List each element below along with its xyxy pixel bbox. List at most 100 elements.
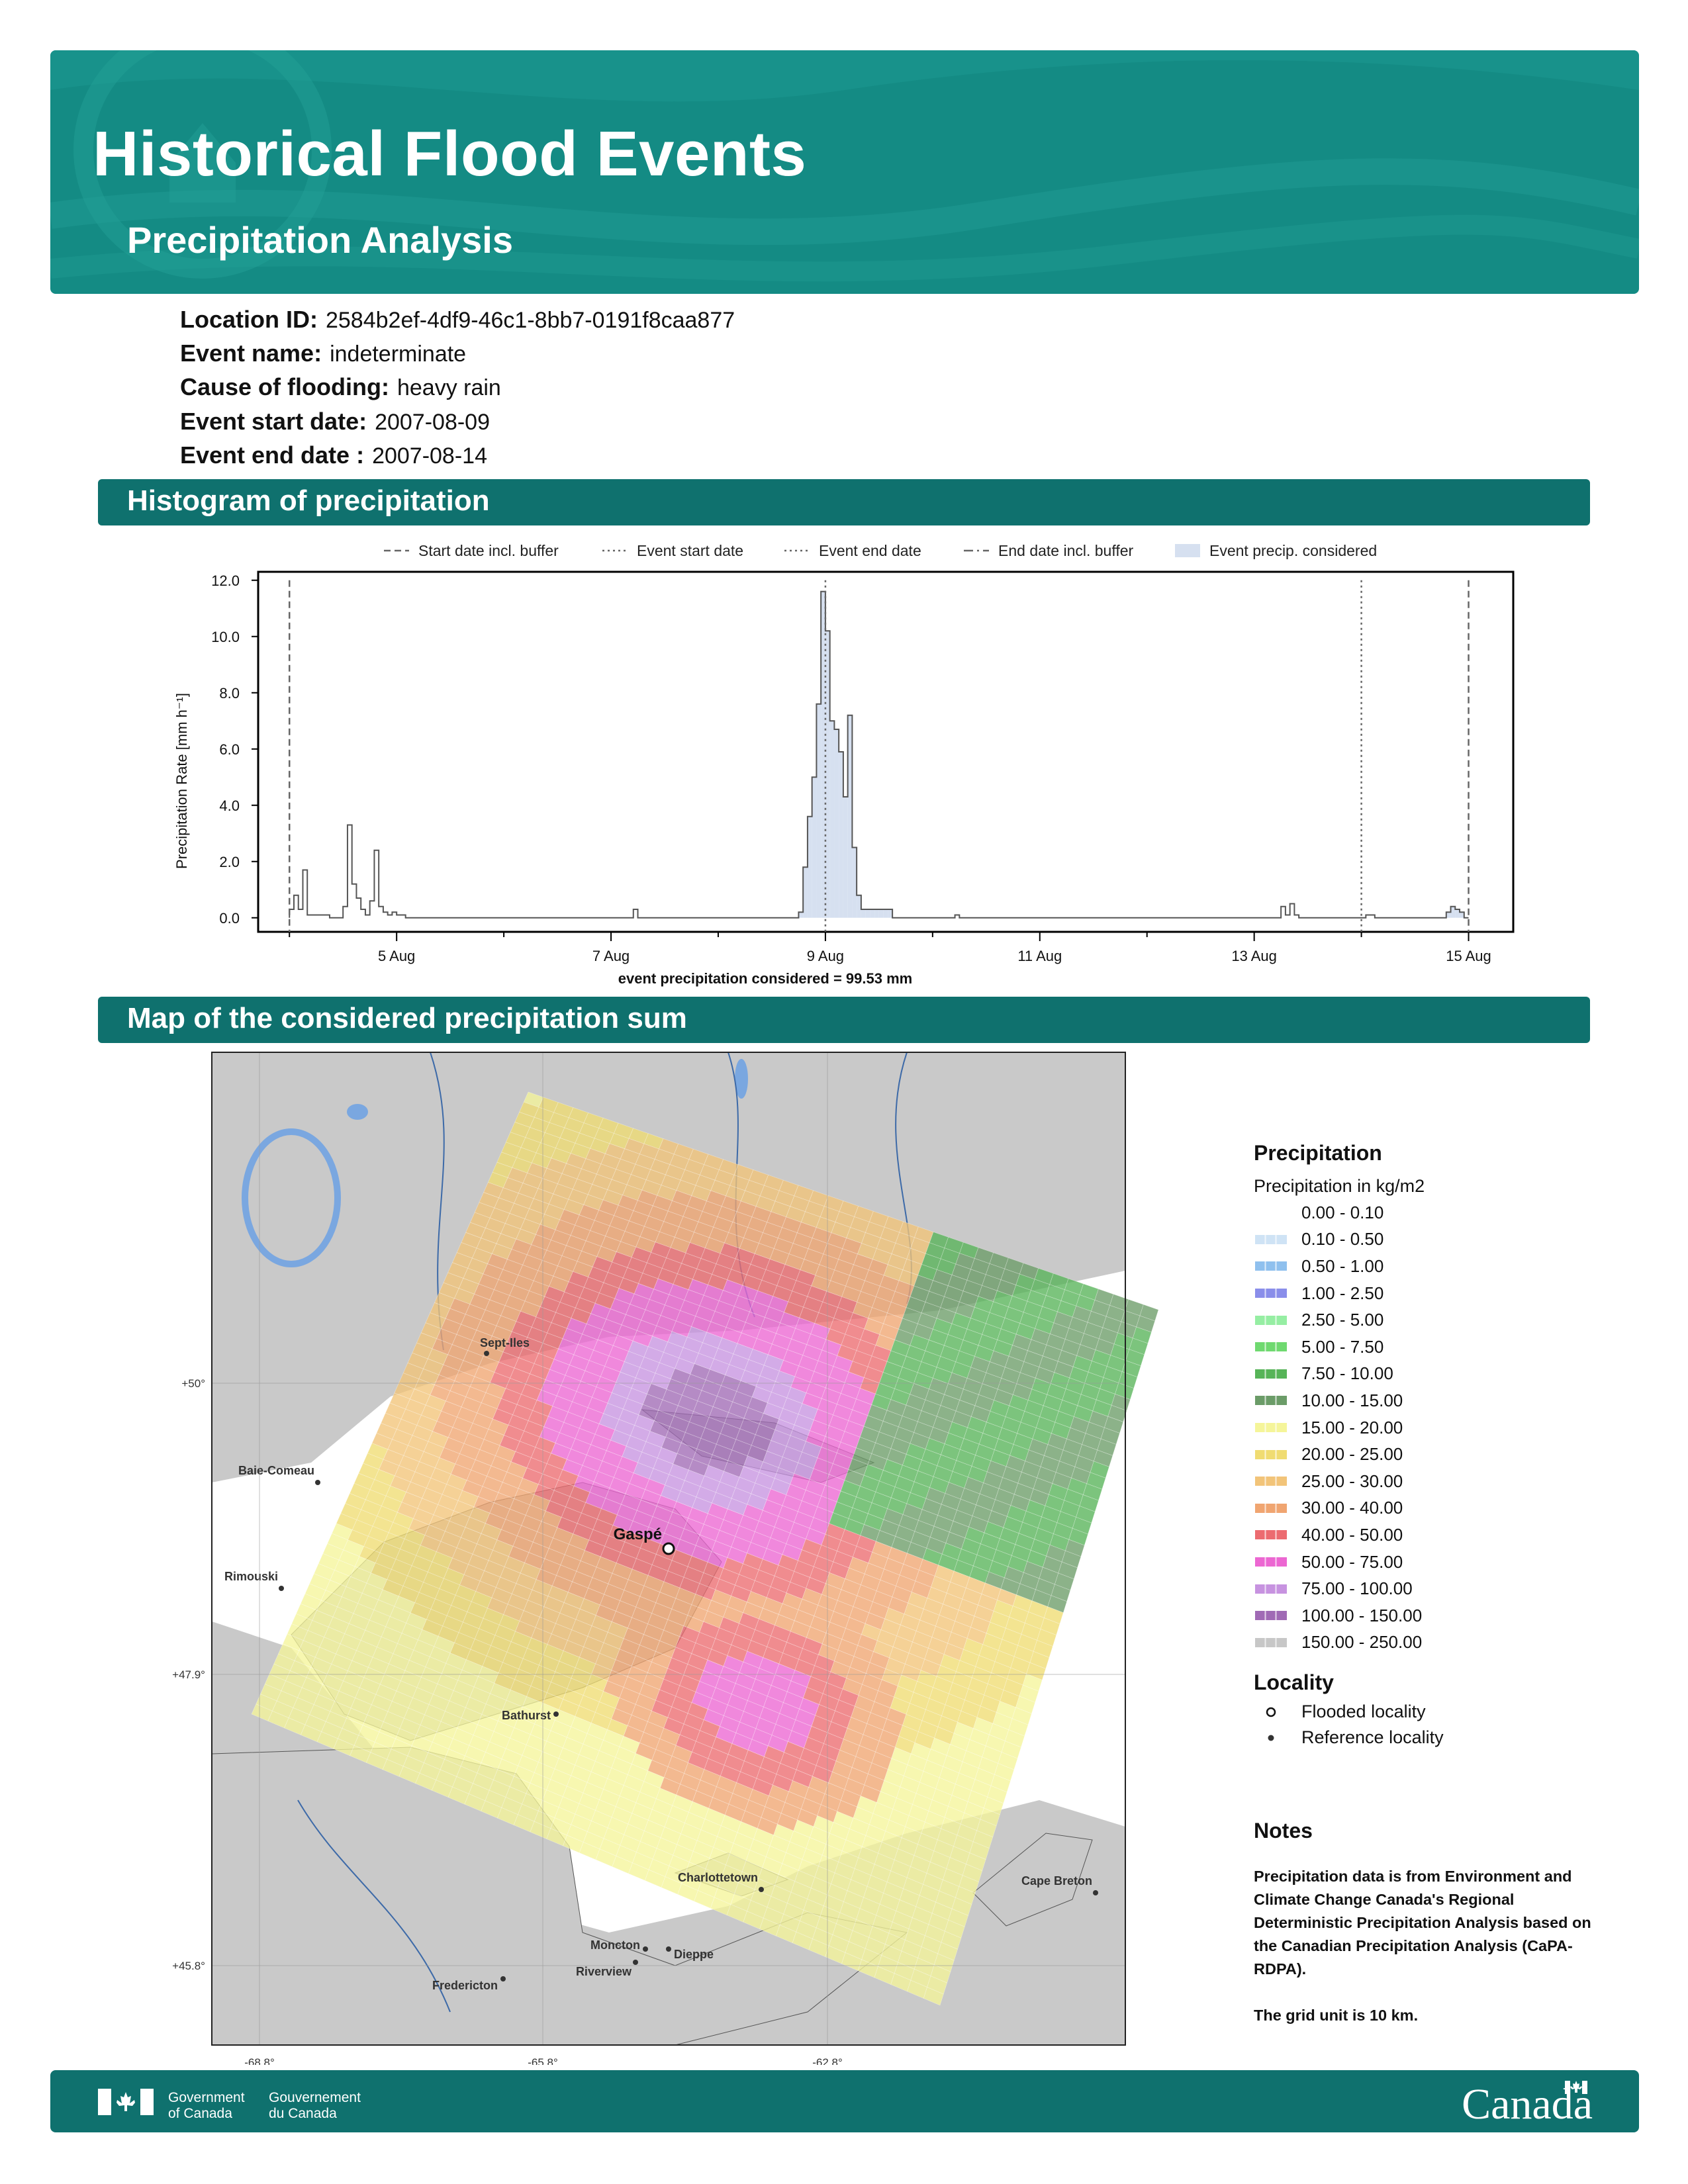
precip-bar bbox=[865, 909, 870, 918]
x-tick-label: 7 Aug bbox=[592, 948, 630, 964]
precip-bar bbox=[1446, 912, 1451, 918]
lake bbox=[735, 1059, 748, 1099]
legend-swatch bbox=[1255, 1342, 1287, 1352]
legend-swatch bbox=[1255, 1477, 1287, 1486]
map-axes: +50° +47.9° +45.8° -68.8° -65.8° -62.8° bbox=[172, 1052, 1126, 2065]
meta-start-date: Event start date: 2007-08-09 bbox=[180, 408, 490, 435]
reference-locality-marker-icon bbox=[1255, 1733, 1287, 1743]
legend-label: End date incl. buffer bbox=[998, 542, 1133, 559]
legend-class-label: 1.00 - 2.50 bbox=[1301, 1283, 1384, 1303]
gov-fr-signature: Gouvernement du Canada bbox=[269, 2090, 361, 2122]
notes-paragraph-1: Precipitation data is from Environment a… bbox=[1254, 1868, 1591, 1978]
legend-subtitle: Precipitation in kg/m2 bbox=[1254, 1176, 1425, 1196]
wordmark-flag-icon bbox=[1565, 2081, 1587, 2094]
gov-fr-line1: Gouvernement bbox=[269, 2090, 361, 2105]
legend-class-label: 30.00 - 40.00 bbox=[1301, 1498, 1403, 1518]
legend-class-label: 2.50 - 5.00 bbox=[1301, 1310, 1384, 1330]
legend-swatch bbox=[1255, 1557, 1287, 1567]
legend-class-label: 15.00 - 20.00 bbox=[1301, 1417, 1403, 1437]
legend-swatch bbox=[1255, 1315, 1287, 1325]
legend-class-item: 30.00 - 40.00 bbox=[1254, 1495, 1624, 1522]
precip-bar bbox=[821, 591, 825, 918]
start-date-value: 2007-08-09 bbox=[375, 410, 490, 435]
precip-bar bbox=[870, 909, 875, 918]
y-axis-label: Precipitation Rate [mm h⁻¹] bbox=[173, 693, 190, 869]
legend-class-label: 75.00 - 100.00 bbox=[1301, 1578, 1413, 1599]
locality-label: Sept-Iles bbox=[480, 1336, 530, 1349]
end-date-label: Event end date : bbox=[180, 441, 365, 469]
map-overlay: Sept-Iles Baie-Comeau Rimouski Bathurst Monc… bbox=[224, 1336, 1098, 1992]
precip-bar bbox=[834, 729, 839, 918]
legend-class-label: 7.50 - 10.00 bbox=[1301, 1363, 1393, 1384]
legend-class-label: 0.10 - 0.50 bbox=[1301, 1229, 1384, 1250]
location-id-label: Location ID: bbox=[180, 306, 318, 333]
legend-swatch bbox=[1255, 1369, 1287, 1379]
legend-class-item: 25.00 - 30.00 bbox=[1254, 1468, 1624, 1495]
legend-swatch bbox=[1255, 1637, 1287, 1647]
locality-label: Rimouski bbox=[224, 1570, 278, 1583]
chart-legend: Start date incl. buffer Event start date E… bbox=[384, 542, 1377, 559]
map-frame bbox=[211, 1052, 1126, 2046]
footer-bar: Government of Canada Gouvernement du Can… bbox=[50, 2070, 1639, 2132]
notes-paragraph-2: The grid unit is 10 km. bbox=[1254, 2007, 1419, 2024]
legend-class-item: 1.00 - 2.50 bbox=[1254, 1280, 1624, 1307]
precip-bar bbox=[861, 909, 866, 918]
meta-end-date: Event end date : 2007-08-14 bbox=[180, 441, 487, 469]
legend-class-item: 10.00 - 15.00 bbox=[1254, 1387, 1624, 1414]
precip-bar bbox=[803, 867, 808, 918]
precip-bar bbox=[1460, 912, 1464, 918]
gov-en-line1: Government bbox=[168, 2090, 245, 2105]
legend-swatch bbox=[1255, 1261, 1287, 1271]
legend-class-item: 5.00 - 7.50 bbox=[1254, 1334, 1624, 1361]
histogram-section-bar: Histogram of precipitation bbox=[98, 479, 1590, 525]
legend-class-label: 5.00 - 7.50 bbox=[1301, 1336, 1384, 1357]
legend-label: Event end date bbox=[819, 542, 921, 559]
histogram-section-title: Histogram of precipitation bbox=[127, 484, 490, 517]
lon-label: -65.8° bbox=[528, 2056, 558, 2065]
precip-bar bbox=[798, 912, 804, 918]
legend-class-item: 7.50 - 10.00 bbox=[1254, 1361, 1624, 1388]
notes-body: Precipitation data is from Environment a… bbox=[1254, 1865, 1611, 2027]
flooded-locality-marker bbox=[662, 1542, 675, 1555]
reference-locality-marker bbox=[759, 1887, 764, 1892]
house-flood-logo-icon bbox=[73, 50, 332, 279]
cause-label: Cause of flooding: bbox=[180, 373, 389, 400]
reference-locality-marker bbox=[1093, 1890, 1098, 1895]
legend-flooded-locality: Flooded locality bbox=[1254, 1699, 1624, 1725]
y-tick-label: 8.0 bbox=[219, 685, 240, 702]
locality-label: Charlottetown bbox=[678, 1871, 758, 1884]
legend-class-label: 40.00 - 50.00 bbox=[1301, 1524, 1403, 1545]
precip-bar bbox=[878, 909, 884, 918]
x-tick-label: 13 Aug bbox=[1231, 948, 1277, 964]
legend-class-label: 10.00 - 15.00 bbox=[1301, 1390, 1403, 1410]
legend-swatch bbox=[1255, 1611, 1287, 1621]
precip-bar bbox=[847, 715, 853, 918]
y-tick-label: 2.0 bbox=[219, 854, 240, 870]
precip-bar bbox=[1455, 909, 1460, 918]
locality-label: Cape Breton bbox=[1021, 1874, 1092, 1888]
flooded-locality-label: Gaspé bbox=[614, 1525, 662, 1543]
page-title: Historical Flood Events bbox=[93, 118, 807, 189]
meta-cause: Cause of flooding: heavy rain bbox=[180, 373, 501, 401]
precip-bar bbox=[857, 895, 861, 918]
map-section-title: Map of the considered precipitation sum bbox=[127, 1002, 687, 1034]
legend-label: Start date incl. buffer bbox=[418, 542, 559, 559]
locality-label: Fredericton bbox=[432, 1979, 498, 1992]
y-tick-label: 10.0 bbox=[211, 629, 240, 645]
lon-label: -68.8° bbox=[244, 2056, 275, 2065]
precip-bar bbox=[1450, 906, 1456, 918]
x-axis-label: event precipitation considered = 99.53 m… bbox=[618, 970, 912, 987]
river bbox=[297, 1799, 451, 2013]
legend-class-label: 0.50 - 1.00 bbox=[1301, 1255, 1384, 1276]
legend-classes: 0.00 - 0.10 0.10 - 0.50 0.50 - 1.00 1.00 - … bbox=[1254, 1199, 1624, 1656]
precipitation-sum-map: Sept-Iles Baie-Comeau Rimouski Bathurst Monc… bbox=[172, 1052, 1159, 2065]
notes-title: Notes bbox=[1254, 1819, 1313, 1843]
end-date-value: 2007-08-14 bbox=[372, 443, 487, 469]
map-legend: Precipitation Precipitation in kg/m2 0.0… bbox=[1254, 1141, 1624, 1751]
cape-breton-land bbox=[972, 1833, 1093, 1927]
location-id-value: 2584b2ef-4df9-46c1-8bb7-0191f8caa877 bbox=[325, 308, 735, 333]
gov-en-line2: of Canada bbox=[168, 2106, 232, 2121]
legend-class-item: 75.00 - 100.00 bbox=[1254, 1575, 1624, 1602]
precip-bar bbox=[839, 752, 843, 918]
precip-bar bbox=[843, 797, 848, 918]
